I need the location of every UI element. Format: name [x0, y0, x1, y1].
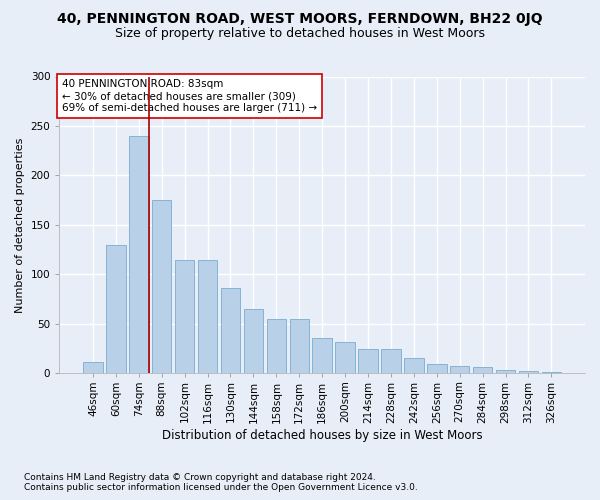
Bar	[290, 319, 309, 374]
Bar	[198, 260, 217, 374]
Bar	[244, 309, 263, 374]
Bar	[313, 338, 332, 374]
Bar	[519, 370, 538, 374]
Bar	[221, 288, 240, 374]
Text: Contains HM Land Registry data © Crown copyright and database right 2024.: Contains HM Land Registry data © Crown c…	[24, 472, 376, 482]
Bar	[358, 348, 378, 374]
Bar	[427, 364, 446, 374]
Text: 40, PENNINGTON ROAD, WEST MOORS, FERNDOWN, BH22 0JQ: 40, PENNINGTON ROAD, WEST MOORS, FERNDOW…	[57, 12, 543, 26]
Bar	[152, 200, 172, 374]
X-axis label: Distribution of detached houses by size in West Moors: Distribution of detached houses by size …	[162, 430, 482, 442]
Bar	[381, 348, 401, 374]
Y-axis label: Number of detached properties: Number of detached properties	[15, 138, 25, 312]
Bar	[129, 136, 149, 374]
Bar	[542, 372, 561, 374]
Bar	[473, 366, 493, 374]
Text: 40 PENNINGTON ROAD: 83sqm
← 30% of detached houses are smaller (309)
69% of semi: 40 PENNINGTON ROAD: 83sqm ← 30% of detac…	[62, 80, 317, 112]
Bar	[83, 362, 103, 374]
Bar	[404, 358, 424, 374]
Bar	[335, 342, 355, 374]
Bar	[266, 319, 286, 374]
Text: Size of property relative to detached houses in West Moors: Size of property relative to detached ho…	[115, 28, 485, 40]
Bar	[496, 370, 515, 374]
Bar	[450, 366, 469, 374]
Text: Contains public sector information licensed under the Open Government Licence v3: Contains public sector information licen…	[24, 484, 418, 492]
Bar	[175, 260, 194, 374]
Bar	[106, 245, 125, 374]
